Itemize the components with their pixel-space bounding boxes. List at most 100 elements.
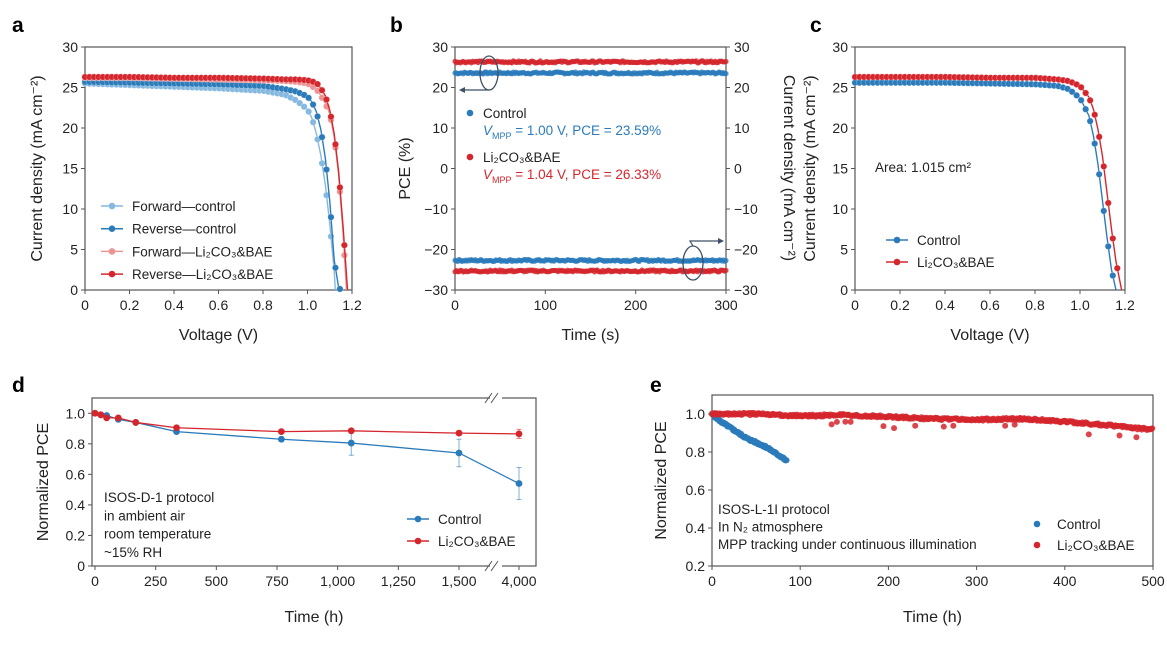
y-tick-label: 0 xyxy=(77,558,85,574)
y-tick-label: 0.8 xyxy=(66,436,86,452)
y-tick-label: 0 xyxy=(840,282,848,298)
data-point xyxy=(940,423,947,430)
x-tick-label: 750 xyxy=(265,573,289,589)
x-tick-label: 0.6 xyxy=(980,297,1000,313)
y-tick-label: 0 xyxy=(440,161,448,177)
arrow-right-icon xyxy=(688,240,720,247)
legend-marker xyxy=(414,515,422,523)
pce-point xyxy=(723,70,729,77)
data-point xyxy=(331,140,339,148)
data-point xyxy=(296,99,304,107)
data-point xyxy=(1077,96,1085,104)
data-point xyxy=(291,96,299,104)
data-point xyxy=(1104,199,1112,207)
data-point xyxy=(340,241,348,249)
data-point xyxy=(1109,234,1117,242)
panel-c: 0 0.2 0.4 0.6 0.8 1.0 1.2 0 5 10 15 20 25 30 Voltage (… xyxy=(802,14,1135,344)
data-point xyxy=(1100,207,1108,215)
legend-marker xyxy=(466,109,474,117)
data-point xyxy=(323,166,331,174)
data-point xyxy=(132,419,140,426)
axis-break-mark xyxy=(490,392,499,404)
data-point xyxy=(314,80,322,88)
data-point xyxy=(347,439,355,447)
legend-label: Control xyxy=(483,106,527,121)
legend-item: Li₂CO₃&BAE VMPP = 1.04 V, PCE = 26.33% xyxy=(466,150,661,185)
y-tick-label: 5 xyxy=(70,242,78,258)
data-point xyxy=(1095,170,1103,178)
data-point xyxy=(314,112,322,120)
x-tick-label: 1,500 xyxy=(441,573,476,589)
data-point xyxy=(455,429,463,437)
data-point xyxy=(1064,85,1072,93)
y2-tick-label: −30 xyxy=(734,282,758,298)
y2-tick-label: 30 xyxy=(734,39,750,55)
axis-break-mark xyxy=(484,392,493,404)
data-point xyxy=(114,414,122,422)
y-tick-label: −20 xyxy=(424,242,448,258)
axis-break-gap xyxy=(490,395,502,401)
current-density-point xyxy=(723,257,729,264)
data-point xyxy=(323,96,331,104)
data-point xyxy=(1133,434,1140,441)
x-tick-label: 300 xyxy=(714,297,738,313)
data-point xyxy=(1116,432,1123,439)
v-subscript: MPP xyxy=(492,175,512,185)
data-point xyxy=(347,427,355,435)
y-tick-label: 30 xyxy=(432,39,448,55)
arrowhead-left-icon xyxy=(459,87,465,93)
x-axis-label: Voltage (V) xyxy=(950,327,1029,344)
legend-item: Li₂CO₃&BAE xyxy=(886,255,995,270)
data-point xyxy=(1091,140,1099,148)
x-tick-label: 100 xyxy=(789,573,813,589)
protocol-annotation: ISOS-D-1 protocol xyxy=(104,490,214,505)
series-Li₂CO₃&BAE xyxy=(709,409,1156,441)
legend-marker xyxy=(414,537,422,545)
data-point xyxy=(833,418,840,425)
y-tick-label: 0.2 xyxy=(686,558,706,574)
x-tick-label: 250 xyxy=(144,573,168,589)
legend-marker xyxy=(108,202,116,210)
data-point xyxy=(783,457,790,464)
data-point xyxy=(1085,431,1092,438)
data-point xyxy=(1109,272,1117,280)
data-point xyxy=(515,430,523,438)
y-tick-label: 25 xyxy=(62,80,78,96)
legend-marker xyxy=(108,225,116,232)
x-tick-label: 0 xyxy=(451,297,459,313)
legend-label: Li₂CO₃&BAE xyxy=(917,255,995,270)
series-Control xyxy=(452,69,729,265)
x-tick-label: 0.2 xyxy=(890,297,910,313)
data-point xyxy=(828,421,835,428)
legend-label: Control xyxy=(917,233,961,248)
y-tick-label: −10 xyxy=(424,201,448,217)
protocol-annotation: ISOS-L-1I protocol xyxy=(718,502,830,517)
data-point xyxy=(912,422,919,429)
panel-label: b xyxy=(390,14,403,37)
protocol-annotation: ~15% RH xyxy=(104,545,162,560)
legend-label: Reverse—control xyxy=(132,222,236,237)
legend-label: Control xyxy=(438,512,482,527)
x-tick-label: 0 xyxy=(851,297,859,313)
axis-break-mark xyxy=(484,560,493,572)
legend-marker xyxy=(466,153,474,161)
y-tick-label: 15 xyxy=(832,161,848,177)
panel-label: a xyxy=(12,14,24,37)
protocol-annotation: MPP tracking under continuous illuminati… xyxy=(718,537,977,552)
data-point xyxy=(891,425,898,432)
y-tick-label: 20 xyxy=(832,120,848,136)
legend-marker xyxy=(1033,520,1041,528)
data-point xyxy=(950,422,957,429)
data-point xyxy=(327,213,335,221)
series-Control xyxy=(851,79,1117,291)
x-tick-label: 0.6 xyxy=(209,297,229,313)
y-axis-label: Current density (mA cm⁻²) xyxy=(29,75,46,261)
x-tick-label: 1,000 xyxy=(320,573,355,589)
y-tick-label: 5 xyxy=(840,242,848,258)
data-point xyxy=(847,418,854,425)
pce-point xyxy=(723,58,729,65)
axis-break-gap xyxy=(490,563,502,569)
x-tick-label: 0.2 xyxy=(120,297,140,313)
